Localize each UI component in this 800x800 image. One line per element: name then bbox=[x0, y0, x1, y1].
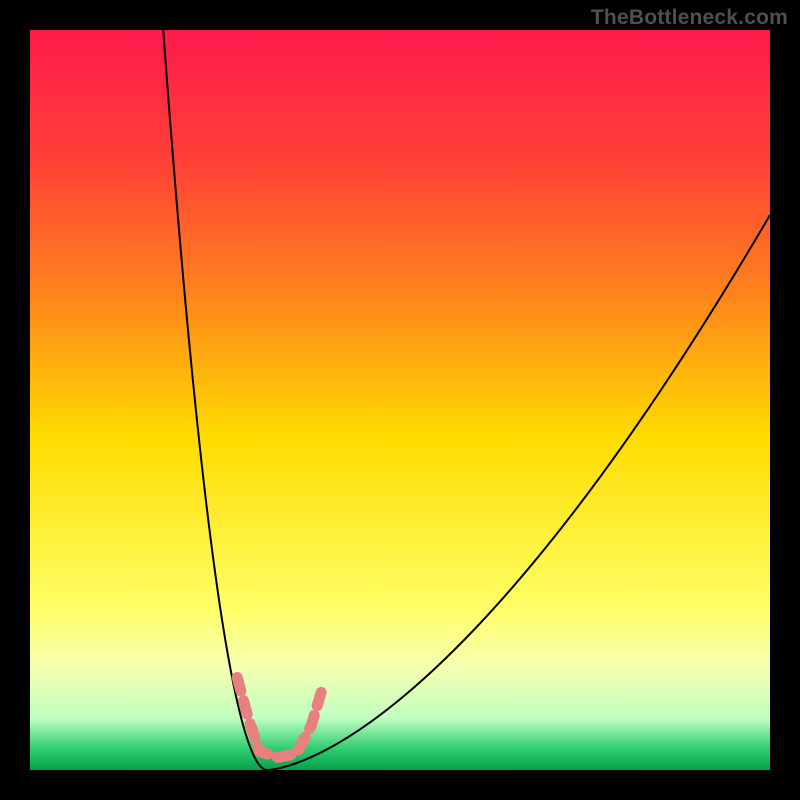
plot-area bbox=[30, 30, 770, 770]
chart-svg bbox=[30, 30, 770, 770]
watermark-text: TheBottleneck.com bbox=[591, 6, 788, 30]
gradient-background bbox=[30, 30, 770, 770]
chart-frame: TheBottleneck.com bbox=[0, 0, 800, 800]
